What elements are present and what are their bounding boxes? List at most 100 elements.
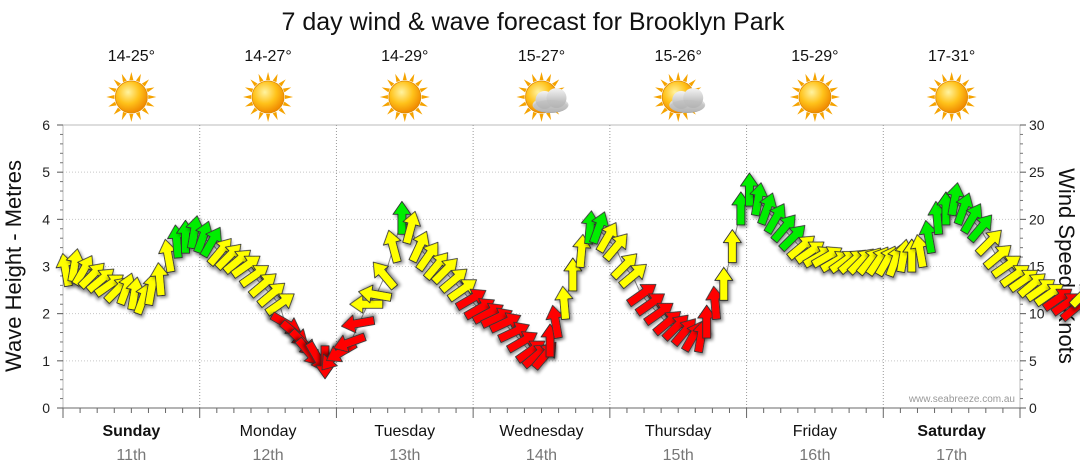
y2-tick-label: 20 [1029, 211, 1045, 227]
sun-ray [789, 94, 799, 100]
sun-ray [258, 73, 264, 83]
sun-ray [146, 87, 155, 93]
sun-ray [546, 73, 552, 83]
sun-ray [121, 111, 127, 121]
y2-tick-label: 10 [1029, 306, 1045, 322]
wind-arrow [602, 233, 628, 263]
sun-ray [419, 87, 428, 93]
day-axis: Sunday 11th Monday 12th Tuesday 13th Wednesday… [62, 408, 1021, 464]
sun-ray [141, 107, 150, 115]
sun-ray [419, 101, 428, 107]
sun-ray [387, 107, 395, 115]
sun-ray [791, 101, 801, 107]
y2-tick-label: 25 [1029, 164, 1045, 180]
sun-ray [141, 79, 150, 87]
sun-ray [968, 94, 977, 100]
y-tick-label: 4 [42, 211, 50, 227]
sun-ray [928, 101, 937, 107]
sun-icon [106, 72, 157, 122]
sun-ray [531, 111, 537, 121]
temperature-label: 14-27° [244, 48, 291, 65]
sun-ray [244, 101, 254, 107]
sun-ray [539, 113, 544, 122]
sun-ray [819, 111, 825, 121]
sun-ray [942, 73, 948, 83]
temperature-row: 14-25° 14-27° 14-29° 15-27° 15-26° 15-29° 17-3… [108, 48, 976, 65]
wind-arrow [341, 314, 376, 334]
date-label: 11th [116, 447, 146, 464]
sun-icon [789, 72, 840, 122]
wind-arrow [358, 284, 393, 304]
wind-arrow [230, 255, 261, 279]
chart-title: 7 day wind & wave forecast for Brooklyn … [281, 8, 785, 36]
wind-arrow [990, 255, 1021, 279]
sun-disc [388, 80, 422, 114]
sun-ray [379, 94, 388, 100]
sun-ray [518, 101, 527, 107]
sun-ray [243, 94, 252, 100]
temperature-label: 15-27° [518, 48, 565, 65]
wind-arrow [974, 229, 1002, 257]
sun-ray [523, 107, 532, 115]
sun-ray [956, 111, 962, 121]
sun-ray [113, 79, 121, 87]
sun-ray [682, 73, 688, 83]
sun-ray [106, 94, 115, 100]
day-label: Thursday [645, 423, 712, 440]
sun-ray [956, 73, 962, 83]
wind-arrow-series [55, 172, 1080, 380]
sun-ray [113, 107, 121, 115]
sun-ray [966, 87, 975, 93]
sun-ray [660, 79, 668, 87]
sun-ray [282, 101, 292, 107]
sun-ray [135, 73, 141, 83]
sun-ray [928, 87, 937, 93]
date-label: 13th [389, 447, 420, 464]
y2-tick-label: 5 [1029, 353, 1037, 369]
day-label: Friday [793, 423, 837, 440]
sun-ray [668, 73, 674, 83]
sun-ray [250, 107, 258, 115]
sun-ray [825, 107, 833, 115]
sun-ray [829, 87, 839, 93]
sun-ray [966, 101, 975, 107]
wind-arrow [446, 279, 477, 303]
wind-arrow [966, 214, 993, 244]
day-label: Monday [240, 423, 297, 440]
sun-ray [272, 111, 278, 121]
sun-ray [284, 94, 294, 100]
wind-arrow [1068, 281, 1080, 309]
sun-ray [409, 111, 415, 121]
sun-ray [395, 111, 401, 121]
sun-ray [258, 111, 264, 121]
day-label: Tuesday [374, 423, 435, 440]
cloud-base [533, 100, 568, 112]
wind-arrow [626, 284, 657, 308]
date-label: 15th [663, 447, 694, 464]
wind-arrow [634, 293, 665, 317]
wind-speed-axis-title: Wind Speed - Knots [1054, 168, 1079, 364]
sun-ray [266, 113, 271, 122]
sun-disc [935, 80, 969, 114]
day-label: Sunday [102, 423, 160, 440]
y-tick-label: 0 [42, 400, 50, 416]
sun-ray [812, 72, 817, 81]
sun-ray [805, 111, 811, 121]
sun-ray [551, 79, 560, 87]
temperature-label: 14-29° [381, 48, 428, 65]
sun-ray [523, 79, 532, 87]
sun-ray [421, 94, 430, 100]
y-tick-label: 1 [42, 353, 50, 369]
sun-ray [108, 101, 117, 107]
temperature-label: 14-25° [108, 48, 155, 65]
y-tick-label: 6 [42, 117, 50, 133]
sun-ray [244, 87, 254, 93]
partly-cloudy-icon [653, 72, 706, 122]
sun-ray [387, 79, 395, 87]
sun-ray [409, 73, 415, 83]
date-label: 17th [936, 447, 967, 464]
sun-ray [682, 111, 688, 121]
partly-cloudy-icon [516, 72, 569, 122]
sun-ray [282, 87, 292, 93]
